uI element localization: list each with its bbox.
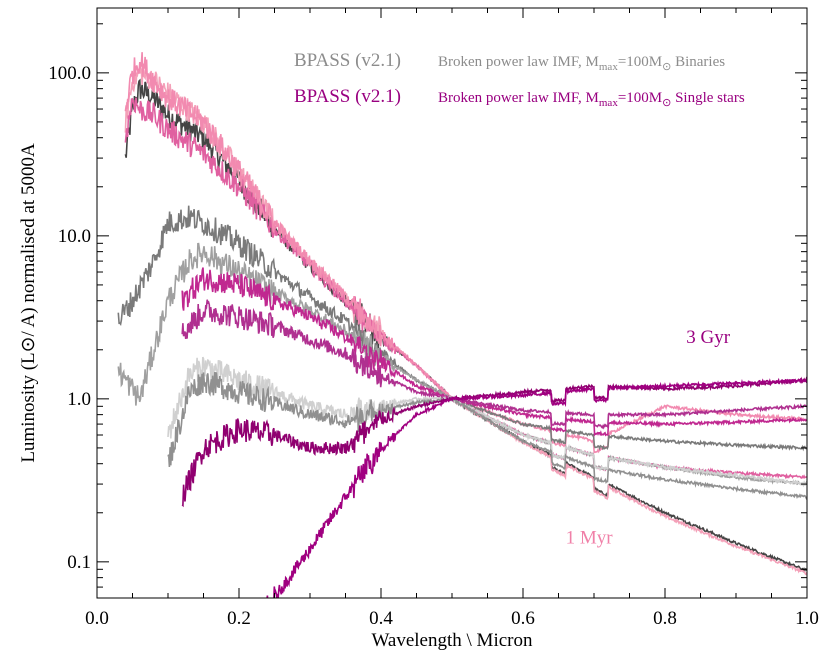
series-group — [117, 52, 807, 598]
y-tick-label: 100.0 — [48, 63, 91, 84]
legend: BPASS (v2.1) Broken power law IMF, Mmax=… — [294, 50, 745, 109]
ticks-group: 0.0 0.2 0.4 0.6 0.8 1.0 0.1 1.0 10.0 100.0 — [48, 8, 819, 629]
legend-binaries-desc: Broken power law IMF, Mmax=100M⊙ Binarie… — [438, 54, 725, 73]
legend-single-title: BPASS (v2.1) — [294, 86, 401, 107]
series-line — [266, 377, 807, 598]
x-tick-label: 0.2 — [227, 608, 251, 629]
legend-binaries-title: BPASS (v2.1) — [294, 50, 401, 71]
x-tick-label: 0.0 — [85, 608, 109, 629]
series-line — [181, 299, 807, 430]
legend-single-desc: Broken power law IMF, Mmax=100M⊙ Single … — [438, 90, 745, 109]
x-tick-label: 0.8 — [653, 608, 677, 629]
x-tick-label: 1.0 — [795, 608, 819, 629]
y-axis-label: Luminosity (L⊙/ A) normalised at 5000A — [18, 143, 39, 463]
series-line — [181, 376, 807, 508]
series-line — [124, 52, 807, 455]
x-axis-label: Wavelength \ Micron — [372, 630, 533, 651]
y-tick-label: 1.0 — [67, 389, 91, 410]
y-tick-label: 10.0 — [58, 226, 91, 247]
series-line — [181, 267, 807, 437]
series-line — [167, 371, 807, 500]
x-tick-label: 0.6 — [511, 608, 535, 629]
annotation-1myr: 1 Myr — [566, 527, 614, 548]
x-tick-label: 0.4 — [369, 608, 393, 629]
y-tick-label: 0.1 — [67, 552, 91, 573]
annotation-3gyr: 3 Gyr — [686, 327, 730, 348]
